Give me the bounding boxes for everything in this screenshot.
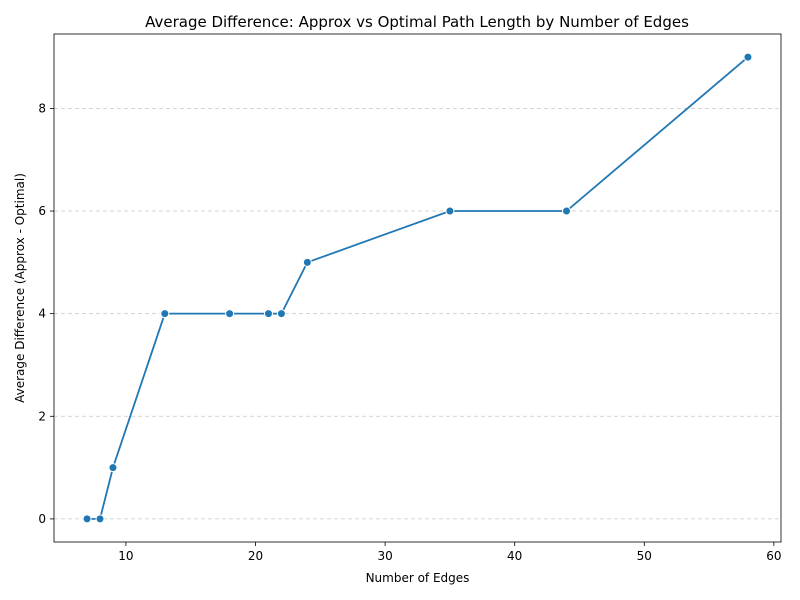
x-tick-label: 30: [377, 549, 392, 563]
data-point: [562, 206, 572, 216]
data-point: [276, 309, 286, 319]
y-axis-ticks: 0 2 4 6 8: [38, 101, 54, 526]
x-tick-label: 10: [118, 549, 133, 563]
data-point: [743, 52, 753, 62]
y-tick-label: 4: [38, 307, 46, 321]
chart-title: Average Difference: Approx vs Optimal Pa…: [145, 13, 689, 31]
series-line: [87, 56, 749, 520]
data-point: [445, 206, 455, 216]
data-point: [95, 514, 105, 524]
data-points: [82, 52, 753, 524]
x-axis-label: Number of Edges: [366, 571, 470, 585]
y-tick-label: 8: [38, 101, 46, 115]
x-tick-label: 20: [248, 549, 263, 563]
data-point: [82, 514, 92, 524]
data-point: [225, 309, 235, 319]
y-axis-label: Average Difference (Approx - Optimal): [13, 173, 27, 403]
data-point: [160, 309, 170, 319]
x-axis-ticks: 10 20 30 40 50 60: [118, 542, 782, 563]
x-tick-label: 60: [766, 549, 781, 563]
y-tick-label: 2: [38, 409, 46, 423]
y-tick-label: 0: [38, 512, 46, 526]
data-point: [108, 463, 118, 473]
x-tick-label: 50: [637, 549, 652, 563]
data-point: [302, 257, 312, 267]
x-tick-label: 40: [507, 549, 522, 563]
data-point: [263, 309, 273, 319]
plot-frame: [53, 33, 782, 543]
y-tick-label: 6: [38, 204, 46, 218]
